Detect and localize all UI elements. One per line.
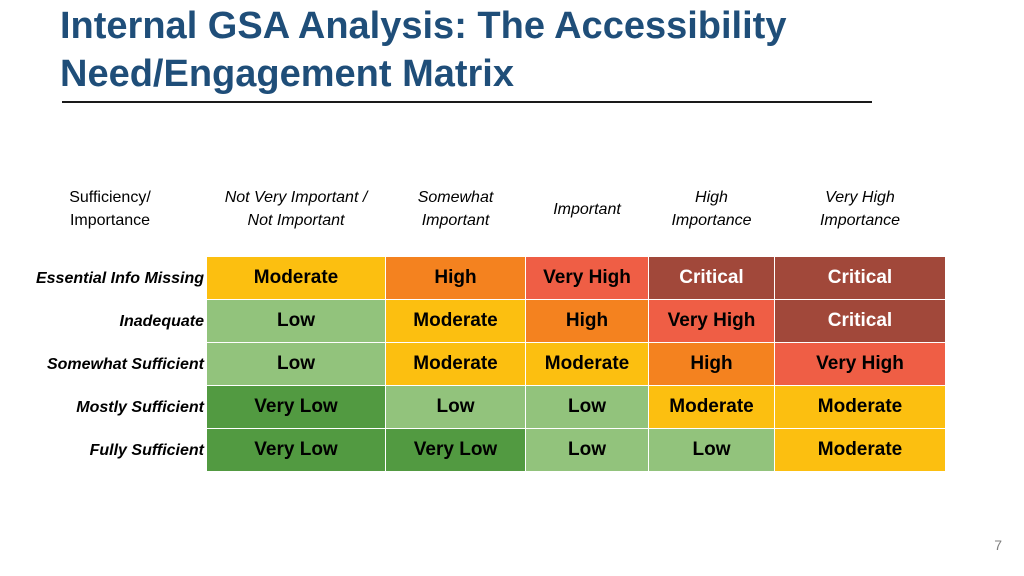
matrix-cell: Critical <box>775 257 945 299</box>
row-label-fully-sufficient: Fully Sufficient <box>89 442 204 459</box>
matrix-cell: Moderate <box>775 429 945 471</box>
corner-header-line-1: Sufficiency/ <box>69 189 151 206</box>
slide-title-line-2: Need/Engagement Matrix <box>60 53 514 95</box>
matrix-cell: Low <box>526 386 648 428</box>
title-underline <box>62 101 872 103</box>
column-header-high-importance: High Importance <box>649 180 774 238</box>
matrix-cell: Very Low <box>207 429 385 471</box>
matrix-cell: Moderate <box>526 343 648 385</box>
matrix-cell: Low <box>649 429 774 471</box>
slide-title: Internal GSA Analysis: The Accessibility… <box>60 2 900 98</box>
column-header-line: Important <box>421 212 490 229</box>
column-header-line: Importance <box>819 212 901 229</box>
row-label-somewhat-sufficient: Somewhat Sufficient <box>46 356 204 373</box>
matrix-cell: Low <box>207 343 385 385</box>
matrix-cell: High <box>526 300 648 342</box>
column-header-very-high-importance: Very High Importance <box>775 180 945 238</box>
matrix-cell: Low <box>386 386 525 428</box>
row-label-mostly-sufficient: Mostly Sufficient <box>76 399 204 416</box>
column-header-line: Not Important <box>247 212 345 229</box>
corner-header-line-2: Importance <box>69 212 151 229</box>
row-label-essential-info-missing: Essential Info Missing <box>35 270 204 287</box>
engagement-matrix: Moderate High Very High Critical Critica… <box>207 257 945 471</box>
matrix-cell: Moderate <box>775 386 945 428</box>
corner-header: Sufficiency/ Importance <box>40 180 180 238</box>
column-header-line: Somewhat <box>417 189 494 206</box>
column-header-line: High <box>695 189 728 206</box>
column-header-important: Important <box>526 180 648 238</box>
page-number: 7 <box>994 537 1002 553</box>
matrix-cell: Low <box>526 429 648 471</box>
column-header-somewhat-important: Somewhat Important <box>386 180 525 238</box>
column-header-line: Important <box>553 200 621 218</box>
matrix-cell: Very High <box>775 343 945 385</box>
matrix-cell: Very Low <box>207 386 385 428</box>
matrix-cell: Low <box>207 300 385 342</box>
matrix-cell: Very High <box>526 257 648 299</box>
row-label-inadequate: Inadequate <box>119 313 204 330</box>
matrix-cell: High <box>649 343 774 385</box>
matrix-cell: Moderate <box>207 257 385 299</box>
column-header-not-very-important: Not Very Important / Not Important <box>207 180 385 238</box>
matrix-cell: Moderate <box>386 300 525 342</box>
column-header-line: Not Very Important / <box>224 189 368 206</box>
matrix-cell: Moderate <box>649 386 774 428</box>
matrix-cell: Critical <box>649 257 774 299</box>
column-header-line: Importance <box>671 212 752 229</box>
matrix-cell: Moderate <box>386 343 525 385</box>
matrix-cell: Very Low <box>386 429 525 471</box>
column-header-line: Very High <box>825 189 895 206</box>
slide-title-line-1: Internal GSA Analysis: The Accessibility <box>60 5 787 47</box>
matrix-cell: Critical <box>775 300 945 342</box>
matrix-cell: Very High <box>649 300 774 342</box>
matrix-cell: High <box>386 257 525 299</box>
